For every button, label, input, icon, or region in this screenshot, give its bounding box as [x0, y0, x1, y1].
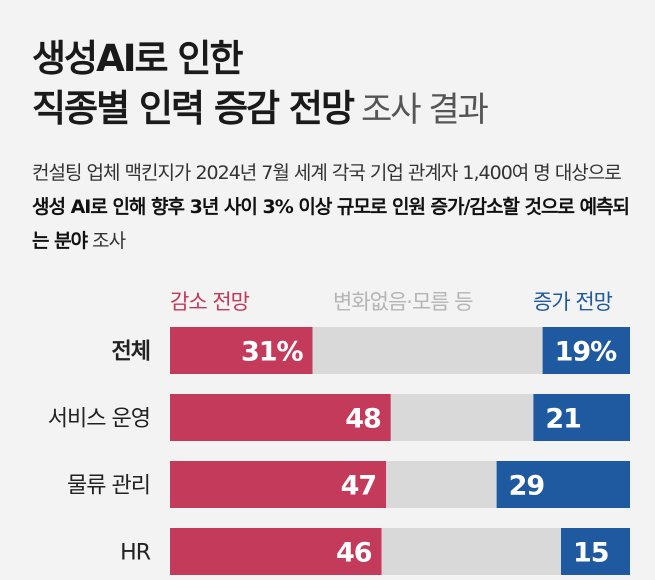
value-label-increase: 19% [555, 337, 618, 368]
bar-neutral [381, 528, 561, 575]
bar-increase [542, 327, 630, 374]
legend-neutral: 변화없음·모름 등 [333, 290, 474, 314]
bar-decrease [170, 461, 387, 508]
title-line-1: 생성AI로 인한 [32, 37, 243, 80]
value-label-decrease: 47 [341, 471, 377, 502]
title-light-part: 조사 결과 [361, 90, 489, 130]
title-block: 생성AI로 인한 직종별 인력 증감 전망 조사 결과 [32, 34, 489, 135]
value-label-increase: 21 [545, 404, 581, 435]
value-label-decrease: 31% [241, 337, 304, 368]
bar-neutral [390, 394, 534, 441]
bar-decrease [170, 528, 382, 575]
legend-increase: 증가 전망 [533, 290, 613, 314]
description-part-1: 컨설팅 업체 맥킨지가 2024년 7월 세계 각국 기업 관계자 1,400여… [32, 162, 622, 184]
bar-increase [533, 394, 630, 441]
value-label-decrease: 46 [336, 538, 372, 569]
bar-neutral [386, 461, 497, 508]
bar-neutral [312, 327, 543, 374]
category-label: 서비스 운영 [48, 407, 150, 432]
title-line-2: 직종별 인력 증감 전망 조사 결과 [32, 84, 489, 135]
value-label-increase: 15 [573, 538, 609, 569]
category-label: 전체 [112, 340, 150, 365]
bar-decrease [170, 327, 313, 374]
category-label: HR [120, 541, 151, 566]
description: 컨설팅 업체 맥킨지가 2024년 7월 세계 각국 기업 관계자 1,400여… [32, 156, 632, 258]
value-label-increase: 29 [509, 471, 545, 502]
bar-increase [561, 528, 630, 575]
value-label-decrease: 48 [345, 404, 381, 435]
description-bold: 생성 AI로 인해 향후 3년 사이 3% 이상 규모로 인원 증가/감소할 것… [32, 196, 630, 252]
description-part-2: 조사 [87, 230, 126, 252]
title-bold-part: 직종별 인력 증감 전망 [32, 87, 355, 130]
bar-increase [496, 461, 630, 508]
legend-decrease: 감소 전망 [170, 290, 250, 314]
bar-decrease [170, 394, 391, 441]
category-label: 물류 관리 [67, 474, 150, 499]
